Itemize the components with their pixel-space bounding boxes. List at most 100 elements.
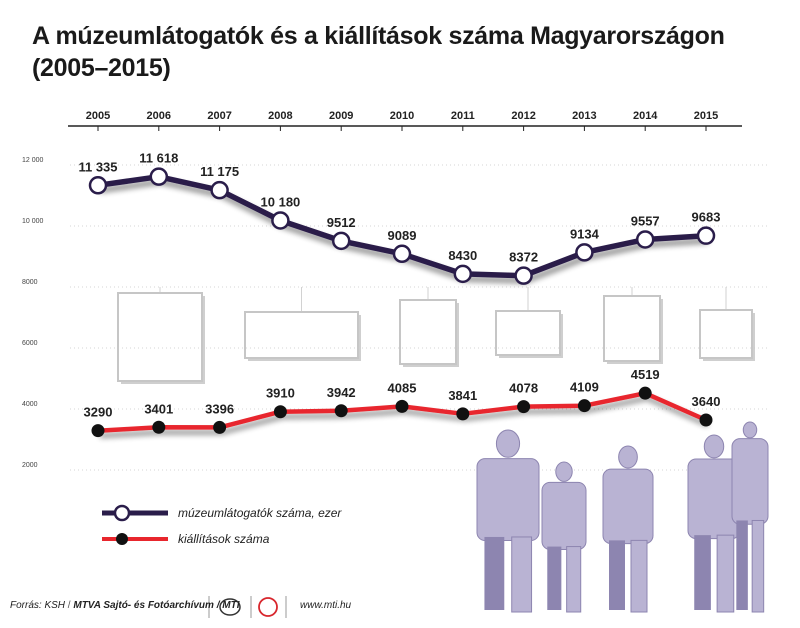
x-tick-label: 2008 xyxy=(268,110,292,122)
exhibitions-point xyxy=(638,386,652,400)
x-tick-label: 2010 xyxy=(390,110,414,122)
visitors-point xyxy=(514,266,533,285)
person-leg xyxy=(511,536,533,613)
legend-label: múzeumlátogatók száma, ezer xyxy=(178,506,342,520)
exhibitions-point xyxy=(91,424,105,438)
person-head xyxy=(703,434,725,459)
footer-separator: / xyxy=(67,600,74,611)
exhibitions-point xyxy=(456,407,470,421)
footer-url: www.mti.hu xyxy=(300,600,352,611)
series-layer: 11 335 11 618 11 175 10 180 9512 9089 8430 8372… xyxy=(78,151,720,438)
title-line-1: A múzeumlátogatók és a kiállítások száma… xyxy=(32,22,725,50)
visitors-point xyxy=(271,211,290,230)
visitors-data-label: 11 618 xyxy=(139,151,178,166)
person-body xyxy=(476,458,540,542)
exhibitions-point xyxy=(273,405,287,419)
exhibitions-data-label: 3396 xyxy=(205,401,234,416)
person-figure xyxy=(541,461,587,613)
visitors-point xyxy=(453,264,473,284)
person-leg xyxy=(751,519,765,613)
people-illustration xyxy=(476,421,769,613)
exhibitions-point xyxy=(395,399,409,413)
x-tick-label: 2009 xyxy=(329,110,353,122)
person-body xyxy=(731,438,769,525)
person-leg xyxy=(484,536,505,610)
exhibitions-data-label: 4078 xyxy=(509,381,538,396)
visitors-data-label: 9512 xyxy=(327,215,356,230)
picture-frame xyxy=(699,309,753,359)
exhibitions-data-label: 3910 xyxy=(266,386,295,401)
person-figure xyxy=(602,445,654,613)
picture-frame xyxy=(603,295,661,362)
exhibitions-point xyxy=(334,404,348,418)
exhibitions-data-label: 3942 xyxy=(327,385,356,400)
legend: múzeumlátogatók száma, ezer kiállítások s… xyxy=(102,504,342,618)
y-tick-label: 4000 xyxy=(22,401,38,408)
exhibitions-data-label: 4109 xyxy=(570,380,599,395)
person-leg xyxy=(547,546,562,610)
person-figure xyxy=(687,434,741,613)
footer-source: Forrás: KSH xyxy=(10,600,66,611)
person-head xyxy=(555,461,573,482)
person-leg xyxy=(716,534,735,613)
footer: Forrás: KSH / MTVA Sajtó- és Fotóarchívu… xyxy=(10,600,351,611)
visitors-point xyxy=(210,180,229,200)
y-tick-label: 2000 xyxy=(22,462,38,469)
exhibitions-data-label: 3290 xyxy=(84,405,113,420)
visitors-data-label: 9557 xyxy=(631,214,660,229)
x-tick-label: 2012 xyxy=(511,110,535,122)
exhibitions-point xyxy=(213,420,227,434)
mtva-logo xyxy=(219,598,241,616)
legend-marker xyxy=(116,533,128,545)
visitors-data-label: 9683 xyxy=(692,210,721,225)
visitors-point xyxy=(575,243,594,262)
visitors-data-label: 8430 xyxy=(448,248,477,263)
person-leg xyxy=(694,535,711,610)
y-axis: 2000 4000 6000 8000 10 000 12 000 xyxy=(22,157,44,469)
visitors-data-label: 9134 xyxy=(570,226,600,241)
person-leg xyxy=(630,539,648,613)
exhibitions-data-label: 3401 xyxy=(144,401,173,416)
visitors-point xyxy=(392,244,412,264)
exhibitions-data-label: 3640 xyxy=(692,394,721,409)
visitors-point xyxy=(635,230,655,249)
exhibitions-point xyxy=(517,400,531,414)
exhibitions-data-label: 3841 xyxy=(448,388,477,403)
y-tick-label: 10 000 xyxy=(22,218,44,225)
picture-frame xyxy=(117,292,203,382)
y-tick-label: 8000 xyxy=(22,279,38,286)
exhibitions-data-label: 4519 xyxy=(631,367,660,382)
legend-label: kiállítások száma xyxy=(178,532,270,546)
visitors-data-label: 10 180 xyxy=(261,195,301,210)
picture-frame xyxy=(244,311,359,359)
picture-frame xyxy=(399,299,457,365)
x-tick-label: 2013 xyxy=(572,110,596,122)
visitors-point xyxy=(696,226,716,245)
person-head xyxy=(495,429,521,458)
visitors-point xyxy=(149,167,169,186)
x-tick-label: 2014 xyxy=(633,110,658,122)
person-body xyxy=(602,468,654,545)
x-axis: 2005 2006 2007 2008 2009 2010 2011 2012 2013 2014… xyxy=(68,110,742,131)
visitors-point xyxy=(331,231,351,251)
exhibitions-point xyxy=(699,413,713,427)
exhibitions-data-label: 4085 xyxy=(388,380,417,395)
visitors-data-label: 9089 xyxy=(388,228,417,243)
x-tick-label: 2006 xyxy=(147,110,171,122)
exhibitions-point xyxy=(577,399,591,413)
x-tick-label: 2005 xyxy=(86,110,110,122)
grid xyxy=(70,164,770,471)
footer-org: MTVA Sajtó- és Fotóarchívum / MTI xyxy=(73,600,240,611)
legend-marker xyxy=(113,504,131,522)
person-body xyxy=(541,481,587,550)
y-tick-label: 12 000 xyxy=(22,157,44,164)
x-tick-label: 2011 xyxy=(451,110,475,122)
exhibitions-point xyxy=(152,420,166,434)
x-tick-label: 2007 xyxy=(207,110,231,122)
y-tick-label: 6000 xyxy=(22,340,38,347)
person-leg xyxy=(736,520,748,610)
person-head xyxy=(618,445,638,469)
title-line-2: (2005–2015) xyxy=(32,54,171,82)
